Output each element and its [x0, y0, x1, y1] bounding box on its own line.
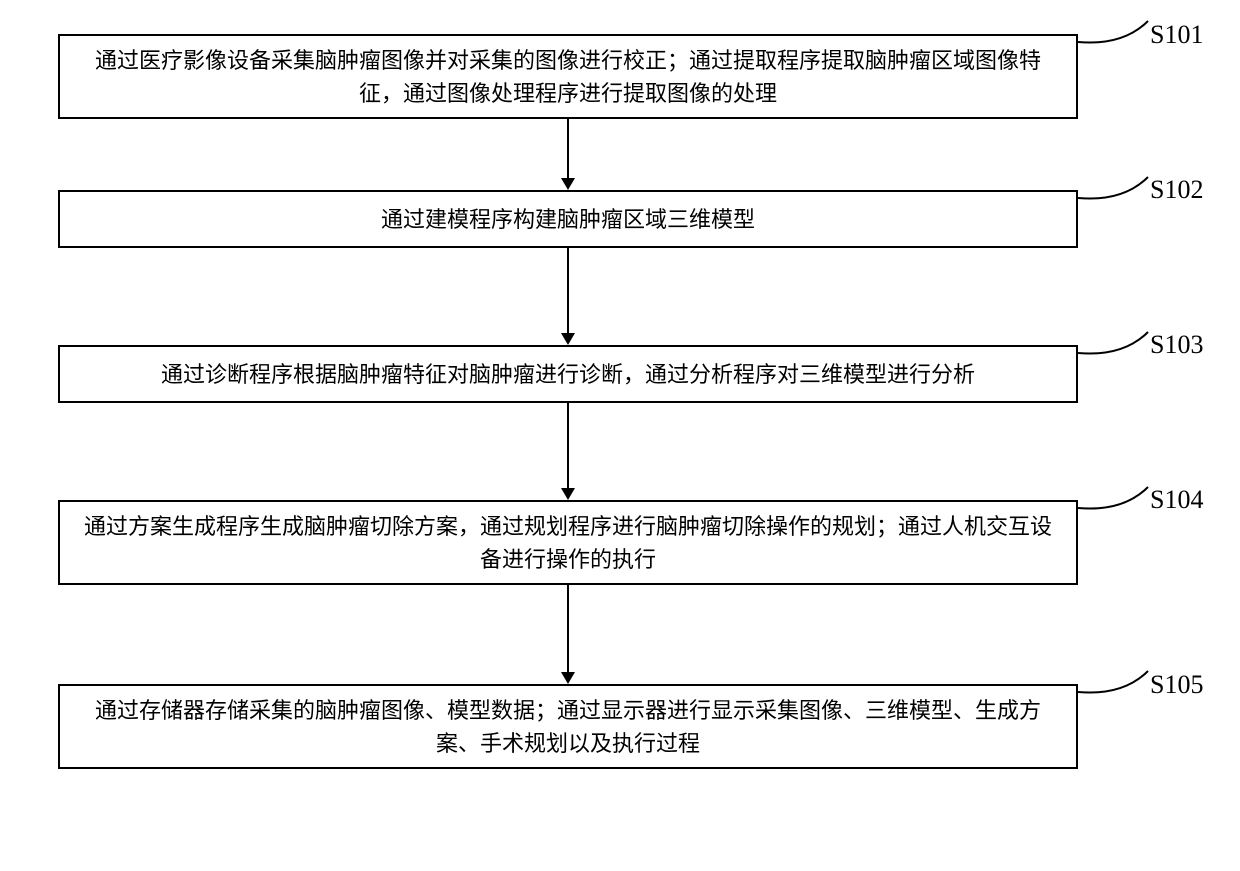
connector-curve-s105	[1078, 668, 1153, 708]
step-box-s104: 通过方案生成程序生成脑肿瘤切除方案，通过规划程序进行脑肿瘤切除操作的规划；通过人…	[58, 500, 1078, 585]
connector-curve-s102	[1078, 174, 1153, 214]
arrow-2	[58, 248, 1078, 345]
connector-curve-s101	[1078, 18, 1153, 58]
arrow-4	[58, 585, 1078, 684]
arrow-3	[58, 403, 1078, 500]
step-label-s103: S103	[1150, 330, 1203, 360]
step-text: 通过医疗影像设备采集脑肿瘤图像并对采集的图像进行校正；通过提取程序提取脑肿瘤区域…	[80, 44, 1056, 110]
connector-curve-s104	[1078, 484, 1153, 524]
step-box-s102: 通过建模程序构建脑肿瘤区域三维模型	[58, 190, 1078, 248]
step-label-s102: S102	[1150, 175, 1203, 205]
arrow-1	[58, 119, 1078, 190]
step-box-s105: 通过存储器存储采集的脑肿瘤图像、模型数据；通过显示器进行显示采集图像、三维模型、…	[58, 684, 1078, 769]
flowchart-container: 通过医疗影像设备采集脑肿瘤图像并对采集的图像进行校正；通过提取程序提取脑肿瘤区域…	[0, 0, 1240, 871]
step-text: 通过存储器存储采集的脑肿瘤图像、模型数据；通过显示器进行显示采集图像、三维模型、…	[80, 694, 1056, 760]
step-label-s101: S101	[1150, 20, 1203, 50]
step-label-s105: S105	[1150, 670, 1203, 700]
step-label-s104: S104	[1150, 485, 1203, 515]
step-box-s103: 通过诊断程序根据脑肿瘤特征对脑肿瘤进行诊断，通过分析程序对三维模型进行分析	[58, 345, 1078, 403]
step-text: 通过建模程序构建脑肿瘤区域三维模型	[381, 203, 755, 236]
step-box-s101: 通过医疗影像设备采集脑肿瘤图像并对采集的图像进行校正；通过提取程序提取脑肿瘤区域…	[58, 34, 1078, 119]
step-text: 通过方案生成程序生成脑肿瘤切除方案，通过规划程序进行脑肿瘤切除操作的规划；通过人…	[80, 510, 1056, 576]
connector-curve-s103	[1078, 329, 1153, 369]
step-text: 通过诊断程序根据脑肿瘤特征对脑肿瘤进行诊断，通过分析程序对三维模型进行分析	[161, 358, 975, 391]
